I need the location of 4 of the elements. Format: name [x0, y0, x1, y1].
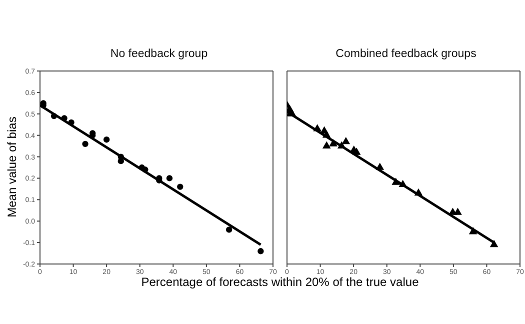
chart-title: No feedback group	[109, 48, 209, 62]
chart-title: Combined feedback groups	[334, 48, 478, 62]
y-axis-title: Mean value of bias	[5, 116, 19, 218]
x-axis-title: Percentage of forecasts within 20% of the true value	[140, 275, 420, 289]
